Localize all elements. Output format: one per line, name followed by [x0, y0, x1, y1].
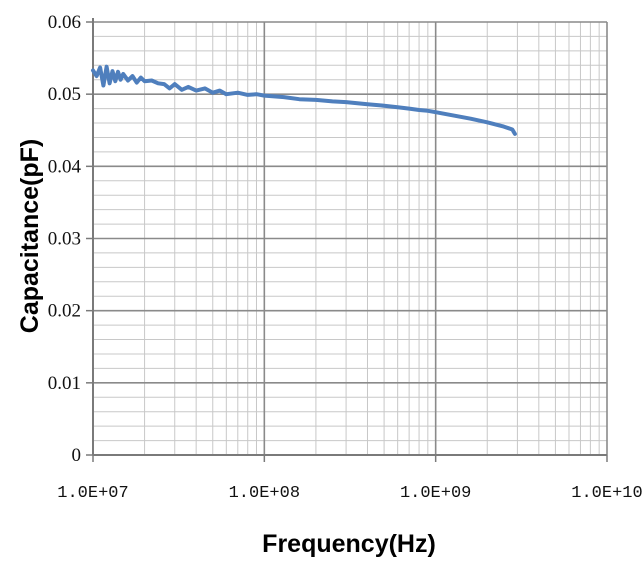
x-tick-label: 1.0E+10 [571, 484, 642, 503]
y-tick-label: 0.03 [48, 229, 81, 250]
x-tick-label: 1.0E+09 [400, 484, 471, 503]
x-tick-labels: 1.0E+07 1.0E+08 1.0E+09 1.0E+10 [57, 484, 642, 503]
major-gridlines [93, 21, 608, 455]
y-tick-label: 0.06 [48, 12, 81, 33]
x-tick-label: 1.0E+08 [229, 484, 300, 503]
y-tick-label: 0.04 [48, 156, 82, 177]
y-tick-label: 0.05 [48, 84, 81, 105]
y-tick-label: 0.01 [48, 373, 81, 394]
x-axis-title: Frequency(Hz) [262, 530, 436, 558]
y-axis-title: Capacitance(pF) [16, 139, 44, 333]
capacitance-series-line [91, 64, 517, 136]
x-tick-label: 1.0E+07 [57, 484, 128, 503]
y-tick-label: 0.02 [48, 301, 81, 322]
y-tick-label: 0 [72, 445, 82, 466]
axes [86, 18, 608, 462]
y-tick-labels: 0 0.01 0.02 0.03 0.04 0.05 0.06 [48, 12, 82, 466]
